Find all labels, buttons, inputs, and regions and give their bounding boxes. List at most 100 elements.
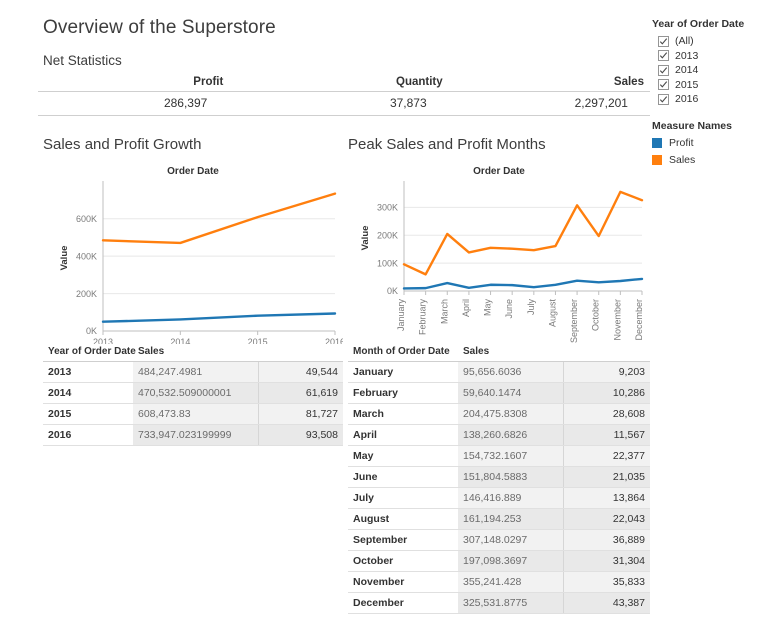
x-axis-tick-label: January: [396, 299, 406, 332]
filter-item-label: (All): [675, 35, 694, 48]
month-table-row-profit: 36,889: [562, 529, 650, 551]
legend-measure-names: Measure Names Profit Sales: [652, 120, 764, 168]
month-crosstab-header-sales: Sales: [458, 344, 563, 362]
x-axis-tick-label: July: [526, 299, 536, 316]
filter-item-label: 2016: [675, 93, 699, 106]
month-table-row-dimension: June: [348, 466, 458, 488]
year-table-row-profit: 81,727: [257, 403, 343, 425]
legend-item-label: Sales: [669, 154, 696, 166]
month-table-row-profit: 22,377: [562, 445, 650, 467]
month-crosstab[interactable]: Month of Order Date Sales January 95,656.…: [348, 344, 650, 614]
month-table-row-dimension: September: [348, 529, 458, 551]
filter-item-label: 2015: [675, 78, 699, 91]
series-line-sales: [101, 192, 337, 245]
series-line-profit: [402, 277, 644, 290]
page-title: Overview of the Superstore: [43, 17, 276, 38]
checkbox-icon[interactable]: [658, 35, 669, 47]
month-table-row-sales: 151,804.5883: [458, 466, 563, 488]
x-axis-tick-label: 2014: [170, 337, 190, 347]
net-stat-value-profit: 286,397: [163, 96, 208, 110]
checkbox-icon[interactable]: [658, 50, 669, 62]
year-table-row[interactable]: 2014 470,532.509000001 61,619: [43, 382, 343, 404]
month-table-row-profit: 31,304: [562, 550, 650, 572]
month-table-row-dimension: November: [348, 571, 458, 593]
filter-item-2016[interactable]: 2016: [658, 92, 764, 107]
year-crosstab-header-dimension: Year of Order Date: [43, 344, 136, 362]
checkbox-icon[interactable]: [658, 79, 669, 91]
month-table-row-dimension: May: [348, 445, 458, 467]
month-table-row-dimension: March: [348, 403, 458, 425]
net-statistics-rule-top: [38, 91, 650, 92]
month-table-row[interactable]: February 59,640.1474 10,286: [348, 382, 650, 404]
charts-row: Sales and Profit Growth Order Date 0K 200…: [38, 136, 650, 347]
month-table-row[interactable]: November 355,241.428 35,833: [348, 571, 650, 593]
checkbox-icon[interactable]: [658, 64, 669, 76]
filter-item-all[interactable]: (All): [658, 34, 764, 49]
legend-item-profit[interactable]: Profit: [652, 136, 764, 151]
net-stat-header-quantity: Quantity: [396, 76, 443, 88]
year-table-row[interactable]: 2013 484,247.4981 49,544: [43, 361, 343, 383]
net-statistics-rule-bottom: [38, 115, 650, 116]
month-table-row-profit: 43,387: [562, 592, 650, 614]
month-table-row-profit: 9,203: [562, 361, 650, 383]
filter-list-year-of-order-date[interactable]: (All) 2013 2014 2015 2016: [652, 34, 764, 107]
y-axis-tick-label: 0K: [86, 326, 97, 336]
x-axis-tick-label: May: [483, 299, 493, 317]
month-table-row[interactable]: March 204,475.8308 28,608: [348, 403, 650, 425]
chart-title-sales-profit-growth: Sales and Profit Growth: [43, 136, 202, 153]
month-table-row[interactable]: June 151,804.5883 21,035: [348, 466, 650, 488]
net-statistics-header-row: Profit Quantity Sales: [38, 76, 650, 91]
x-axis-tick-label: September: [569, 299, 579, 343]
y-axis-tick-label: 0K: [387, 286, 398, 296]
x-axis-tick-label: November: [612, 299, 622, 341]
x-axis-tick-label: 2016: [325, 337, 343, 347]
month-table-row-dimension: April: [348, 424, 458, 446]
year-table-row[interactable]: 2015 608,473.83 81,727: [43, 403, 343, 425]
filter-item-2014[interactable]: 2014: [658, 63, 764, 78]
month-table-row-profit: 35,833: [562, 571, 650, 593]
checkbox-icon[interactable]: [658, 93, 669, 105]
year-crosstab-header-profit: [258, 344, 343, 362]
legend-rail: Year of Order Date (All) 2013 2014 2015 2016…: [652, 18, 764, 168]
net-stat-header-profit: Profit: [193, 76, 224, 88]
month-crosstab-header-profit: [563, 344, 650, 362]
year-crosstab-header-sales: Sales: [133, 344, 258, 362]
legend-title-measure-names: Measure Names: [652, 119, 732, 132]
month-table-row[interactable]: April 138,260.6826 11,567: [348, 424, 650, 446]
filter-item-2013[interactable]: 2013: [658, 49, 764, 64]
year-table-row-dimension: 2013: [43, 361, 133, 383]
month-table-row[interactable]: October 197,098.3697 31,304: [348, 550, 650, 572]
year-table-row-sales: 608,473.83: [133, 403, 258, 425]
y-axis-tick-label: 600K: [76, 214, 97, 224]
year-crosstab-header-row: Year of Order Date Sales: [43, 344, 343, 362]
month-table-row[interactable]: January 95,656.6036 9,203: [348, 361, 650, 383]
y-axis-tick-label: 200K: [76, 289, 97, 299]
month-table-row[interactable]: August 161,194.253 22,043: [348, 508, 650, 530]
year-table-row[interactable]: 2016 733,947.023199999 93,508: [43, 424, 343, 446]
month-table-row[interactable]: May 154,732.1607 22,377: [348, 445, 650, 467]
y-axis-tick-label: 100K: [377, 258, 398, 268]
chart-plot-peak-sales-profit-months[interactable]: 0K 100K 200K 300K Value January February March A…: [348, 177, 650, 357]
year-crosstab[interactable]: Year of Order Date Sales 2013 484,247.498…: [43, 344, 343, 446]
series-line-profit: [101, 312, 337, 323]
month-table-row-dimension: January: [348, 361, 458, 383]
chart-plot-sales-profit-growth[interactable]: 0K 200K 400K 600K Value 2013 2014 2015 2016: [43, 177, 343, 357]
month-table-row[interactable]: December 325,531.8775 43,387: [348, 592, 650, 614]
filter-item-2015[interactable]: 2015: [658, 78, 764, 93]
month-crosstab-header-dimension: Month of Order Date: [348, 344, 458, 362]
month-table-row-profit: 28,608: [562, 403, 650, 425]
month-table-row[interactable]: July 146,416.889 13,864: [348, 487, 650, 509]
net-statistics-table: Profit Quantity Sales 286,397 37,873 2,2…: [38, 76, 650, 116]
year-table-row-sales: 484,247.4981: [133, 361, 258, 383]
main-column: Overview of the Superstore Net Statistic…: [38, 0, 650, 614]
year-table-row-dimension: 2016: [43, 424, 133, 446]
month-table-row-sales: 154,732.1607: [458, 445, 563, 467]
y-axis-tick-label: 200K: [377, 230, 398, 240]
year-table-row-dimension: 2015: [43, 403, 133, 425]
year-table-row-dimension: 2014: [43, 382, 133, 404]
y-axis-title: Value: [360, 226, 371, 251]
month-table-row[interactable]: September 307,148.0297 36,889: [348, 529, 650, 551]
filter-item-label: 2014: [675, 64, 699, 77]
legend-item-sales[interactable]: Sales: [652, 153, 764, 168]
